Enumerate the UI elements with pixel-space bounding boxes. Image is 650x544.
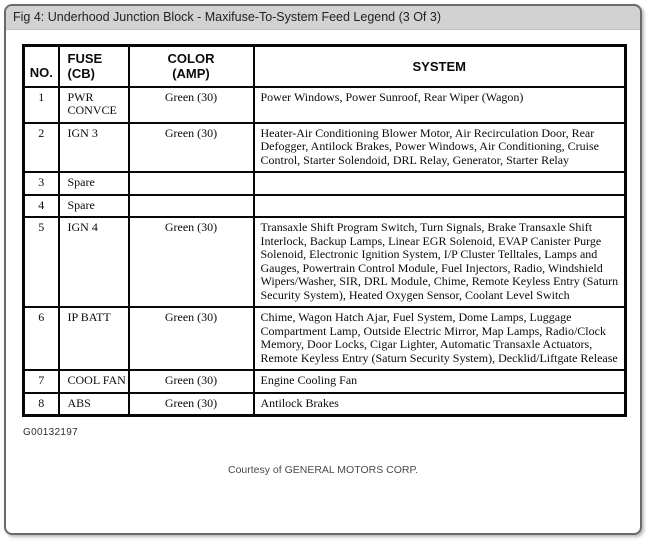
header-row: NO. FUSE (CB) COLOR (AMP) SYSTEM [22, 44, 627, 88]
table-row: 1 PWR CONVCE Green (30) Power Windows, P… [22, 85, 627, 124]
document-frame: Fig 4: Underhood Junction Block - Maxifu… [4, 4, 642, 535]
cell-color: Green (30) [127, 85, 255, 124]
cell-system: Heater-Air Conditioning Blower Motor, Ai… [252, 121, 627, 173]
table-row: 5 IGN 4 Green (30) Transaxle Shift Progr… [22, 216, 627, 308]
cell-color: Green (30) [127, 391, 255, 417]
cell-system: Power Windows, Power Sunroof, Rear Wiper… [252, 85, 627, 124]
col-header-color: COLOR (AMP) [127, 44, 255, 88]
cell-no: 1 [22, 85, 60, 124]
col-header-system: SYSTEM [252, 44, 627, 88]
cell-color: Green (30) [127, 121, 255, 173]
cell-fuse: IGN 4 [57, 216, 130, 308]
col-header-no: NO. [22, 44, 60, 88]
cell-color [127, 171, 255, 196]
cell-system [252, 171, 627, 196]
figure-title: Fig 4: Underhood Junction Block - Maxifu… [13, 10, 441, 24]
table-row: 4 Spare [22, 193, 627, 218]
cell-system: Transaxle Shift Program Switch, Turn Sig… [252, 216, 627, 308]
cell-system: Antilock Brakes [252, 391, 627, 417]
cell-color: Green (30) [127, 306, 255, 371]
cell-color: Green (30) [127, 369, 255, 394]
cell-fuse: ABS [57, 391, 130, 417]
cell-color: Green (30) [127, 216, 255, 308]
table-row: 7 COOL FAN Green (30) Engine Cooling Fan [22, 369, 627, 394]
cell-fuse: PWR CONVCE [57, 85, 130, 124]
fuse-legend-table: NO. FUSE (CB) COLOR (AMP) SYSTEM 1 PWR C… [22, 44, 627, 417]
cell-no: 8 [22, 391, 60, 417]
cell-no: 7 [22, 369, 60, 394]
cell-no: 2 [22, 121, 60, 173]
cell-no: 4 [22, 193, 60, 218]
table-row: 3 Spare [22, 171, 627, 196]
cell-no: 3 [22, 171, 60, 196]
table-header: NO. FUSE (CB) COLOR (AMP) SYSTEM [22, 44, 627, 88]
cell-fuse: IP BATT [57, 306, 130, 371]
col-header-fuse: FUSE (CB) [57, 44, 130, 88]
table-row: 6 IP BATT Green (30) Chime, Wagon Hatch … [22, 306, 627, 371]
figure-title-bar: Fig 4: Underhood Junction Block - Maxifu… [6, 6, 640, 30]
table-row: 2 IGN 3 Green (30) Heater-Air Conditioni… [22, 121, 627, 173]
table-row: 8 ABS Green (30) Antilock Brakes [22, 391, 627, 417]
cell-system [252, 193, 627, 218]
cell-no: 6 [22, 306, 60, 371]
cell-system: Chime, Wagon Hatch Ajar, Fuel System, Do… [252, 306, 627, 371]
cell-fuse: COOL FAN [57, 369, 130, 394]
cell-fuse: Spare [57, 193, 130, 218]
figure-code: G00132197 [23, 427, 78, 438]
cell-fuse: IGN 3 [57, 121, 130, 173]
cell-fuse: Spare [57, 171, 130, 196]
cell-system: Engine Cooling Fan [252, 369, 627, 394]
courtesy-note: Courtesy of GENERAL MOTORS CORP. [227, 464, 419, 476]
cell-no: 5 [22, 216, 60, 308]
cell-color [127, 193, 255, 218]
table-body: 1 PWR CONVCE Green (30) Power Windows, P… [22, 85, 627, 417]
